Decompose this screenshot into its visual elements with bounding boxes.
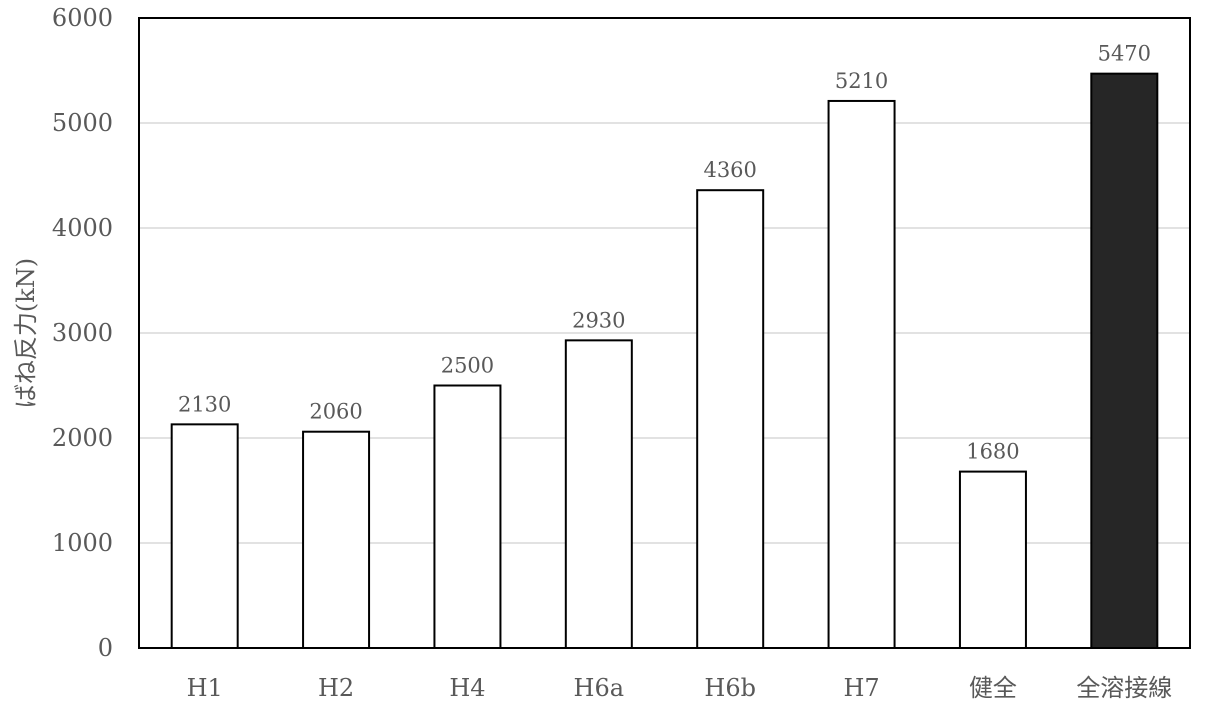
y-axis-title: ばね反力(kN) (12, 258, 40, 408)
bar-健全 (960, 472, 1026, 648)
bar-H7 (829, 101, 895, 648)
x-tick-label: H1 (187, 674, 223, 702)
y-tick-label: 6000 (52, 4, 113, 32)
data-label: 2060 (309, 400, 362, 424)
bars (172, 74, 1158, 648)
bar-H2 (303, 432, 369, 648)
data-label: 2930 (572, 308, 625, 332)
x-tick-label: 健全 (969, 674, 1017, 702)
y-tick-label: 1000 (52, 529, 113, 557)
data-label: 2130 (178, 392, 231, 416)
x-tick-labels: H1 H2 H4 H6a H6b H7 健全 全溶接線 (187, 674, 1173, 702)
x-tick-label: H2 (318, 674, 354, 702)
x-tick-label: H6b (704, 674, 756, 702)
data-label: 5470 (1098, 42, 1151, 66)
y-tick-label: 2000 (52, 424, 113, 452)
bar-H6a (566, 340, 632, 648)
bar-H1 (172, 424, 238, 648)
data-label: 1680 (966, 440, 1019, 464)
data-label: 2500 (441, 354, 494, 378)
x-tick-label: H4 (449, 674, 485, 702)
y-tick-label: 4000 (52, 214, 113, 242)
y-tick-labels: 0 1000 2000 3000 4000 5000 6000 (52, 4, 113, 662)
data-label: 4360 (703, 158, 756, 182)
data-labels: 2130 2060 2500 2930 4360 5210 1680 5470 (178, 42, 1151, 464)
y-tick-label: 0 (98, 634, 113, 662)
x-tick-label: 全溶接線 (1076, 674, 1172, 702)
x-tick-label: H7 (843, 674, 879, 702)
bar-全溶接線 (1091, 74, 1157, 648)
bar-H6b (697, 190, 763, 648)
bar-H4 (434, 386, 500, 649)
gridlines (139, 123, 1190, 543)
y-tick-label: 3000 (52, 319, 113, 347)
data-label: 5210 (835, 69, 888, 93)
y-tick-label: 5000 (52, 109, 113, 137)
x-tick-label: H6a (574, 674, 625, 702)
